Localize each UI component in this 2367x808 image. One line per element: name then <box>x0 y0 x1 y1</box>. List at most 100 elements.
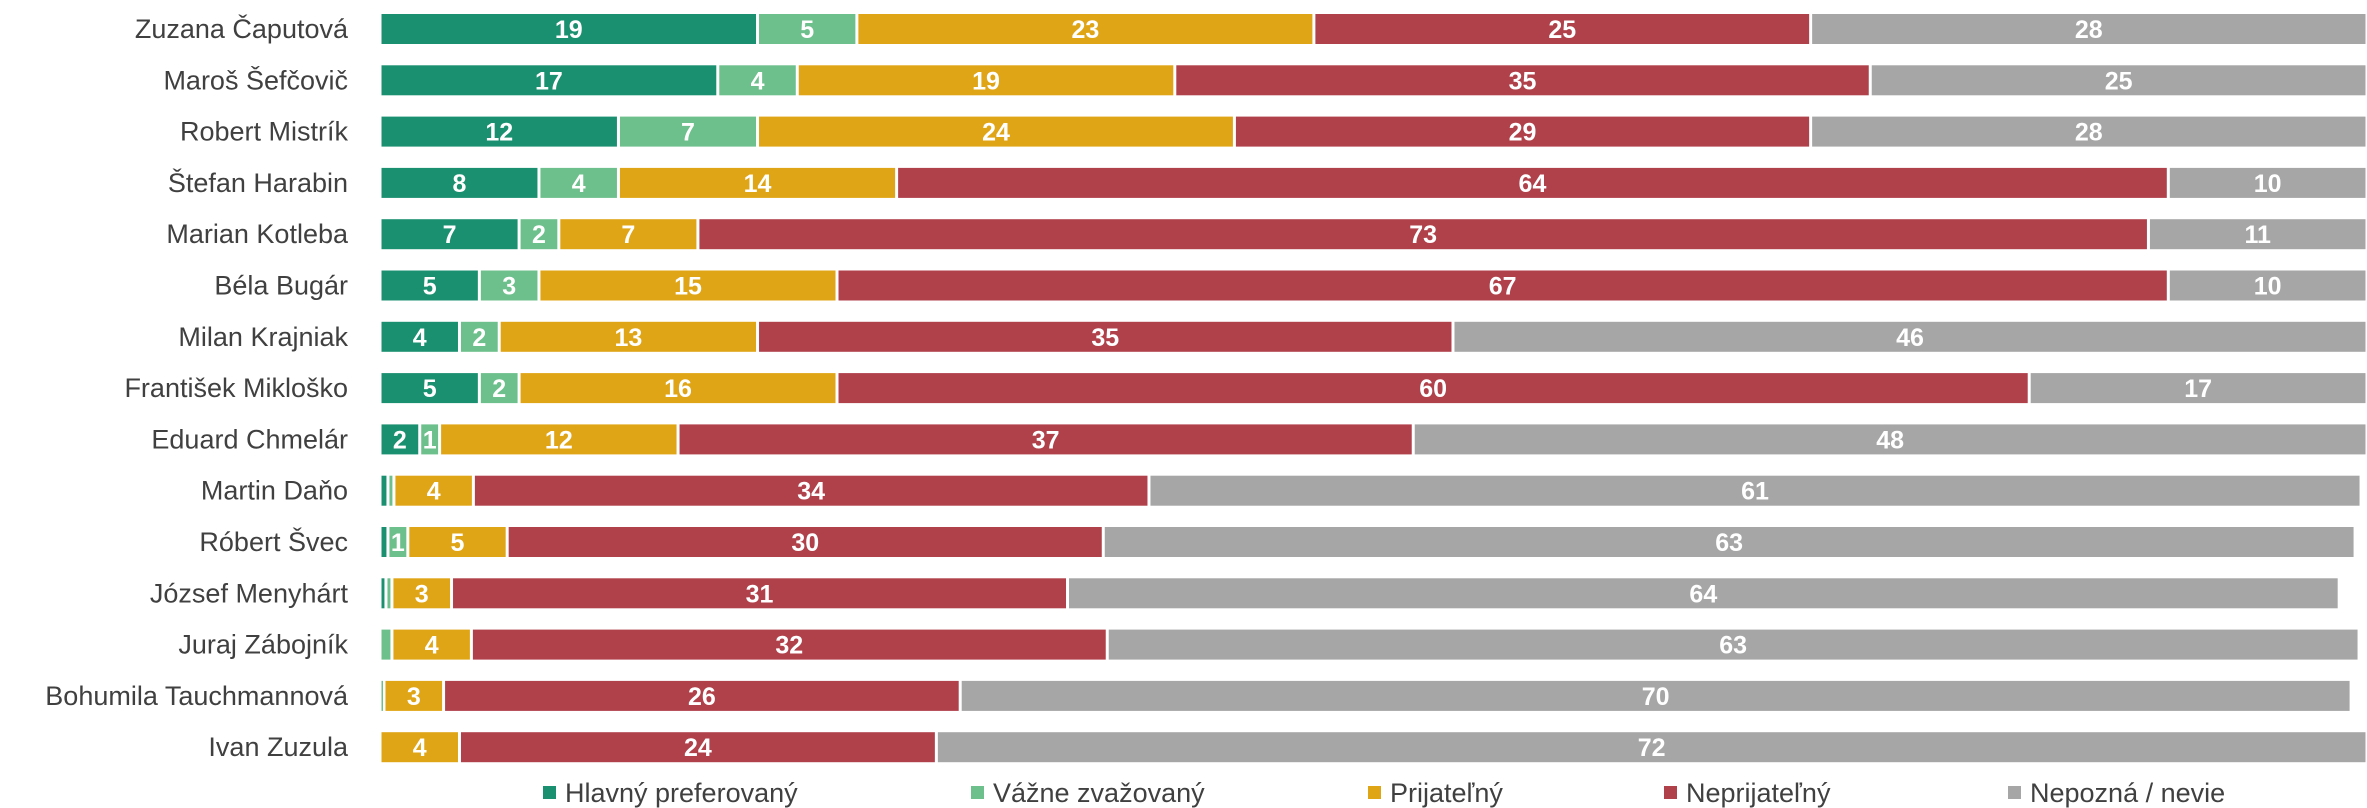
bar-segment <box>937 732 2366 763</box>
bar-segment <box>381 424 419 455</box>
bar-segment <box>1176 65 1869 96</box>
data-label: 46 <box>1896 324 1924 352</box>
data-label: 25 <box>2105 67 2133 95</box>
data-label: 1 <box>391 529 405 557</box>
bar-segment <box>381 167 538 198</box>
data-label: 4 <box>413 324 427 352</box>
data-label: 23 <box>1071 16 1099 44</box>
data-label: 29 <box>1509 119 1537 147</box>
bar-segment <box>2149 219 2366 250</box>
bar-segment <box>619 167 896 198</box>
category-label: József Menyhárt <box>150 578 349 608</box>
data-label: 19 <box>972 67 1000 95</box>
bar-segment <box>759 14 856 44</box>
legend-label: Prijateľný <box>1390 778 1503 808</box>
bar-segment <box>1108 629 2358 660</box>
data-label: 2 <box>393 426 407 454</box>
data-label: 2 <box>472 324 486 352</box>
bar-segment <box>619 116 757 147</box>
data-label: 35 <box>1091 324 1119 352</box>
legend-label: Hlavný preferovaný <box>565 778 798 808</box>
bar-segment <box>1812 14 2366 44</box>
data-label: 67 <box>1489 273 1517 301</box>
bar-segment <box>1235 116 1810 147</box>
data-label: 3 <box>407 683 421 711</box>
bar-segment <box>560 219 697 250</box>
data-label: 34 <box>797 478 825 506</box>
data-label: 11 <box>2245 221 2272 249</box>
data-label: 64 <box>1519 170 1547 198</box>
bar-segment <box>474 475 1148 506</box>
data-label: 16 <box>664 375 692 403</box>
data-label: 4 <box>751 67 765 95</box>
data-label: 12 <box>545 426 573 454</box>
data-label: 28 <box>2075 119 2103 147</box>
bar-segment <box>1104 527 2354 557</box>
bar-segment <box>719 65 796 96</box>
data-label: 5 <box>451 529 465 557</box>
category-label: Robert Mistrík <box>180 117 349 147</box>
bar-segment <box>520 373 836 404</box>
bar-segment <box>1150 475 2360 506</box>
legend-swatch <box>1664 786 1677 799</box>
bar-segment <box>441 424 677 455</box>
bar-segment <box>1454 321 2366 352</box>
data-label: 70 <box>1642 683 1670 711</box>
bar-segment <box>453 578 1066 609</box>
bar-segment <box>460 321 498 352</box>
bar-segment <box>393 629 470 660</box>
data-label: 63 <box>1715 529 1743 557</box>
bar-segment <box>387 578 391 609</box>
bar-segment <box>2169 270 2366 301</box>
legend-swatch <box>2008 786 2021 799</box>
bar-segment <box>1315 14 1810 44</box>
data-label: 48 <box>1876 426 1904 454</box>
bar-segment <box>961 680 2350 711</box>
bar-segment <box>540 167 617 198</box>
bar-segment <box>2030 373 2366 404</box>
category-label: Martin Daňo <box>201 476 348 506</box>
data-label: 7 <box>443 221 457 249</box>
bar-segment <box>759 321 1452 352</box>
data-label: 28 <box>2075 16 2103 44</box>
bar-segment <box>385 680 443 711</box>
data-label: 5 <box>800 16 814 44</box>
data-label: 72 <box>1638 734 1666 762</box>
data-label: 17 <box>2184 375 2212 403</box>
category-label: František Mikloško <box>124 373 348 403</box>
bar-segment <box>393 578 451 609</box>
bar-segment <box>480 270 538 301</box>
data-label: 3 <box>415 580 429 608</box>
category-label: Bohumila Tauchmannová <box>45 681 349 711</box>
data-label: 17 <box>535 67 563 95</box>
bar-segment <box>2169 167 2366 198</box>
bar-segment <box>381 373 478 404</box>
data-label: 31 <box>746 580 774 608</box>
bar-segment <box>381 475 387 506</box>
legend: Hlavný preferovaný Vážne zvažovaný Prijate… <box>543 778 2225 808</box>
data-label: 24 <box>684 734 712 762</box>
bars <box>381 14 2366 763</box>
bar-segment <box>421 424 439 455</box>
bar-segment <box>1871 65 2366 96</box>
bar-segment <box>409 527 506 557</box>
data-label: 61 <box>1741 478 1769 506</box>
category-label: Róbert Švec <box>199 526 348 557</box>
bar-segment <box>480 373 518 404</box>
data-label: 25 <box>1548 16 1576 44</box>
data-label: 4 <box>413 734 427 762</box>
bar-segment <box>381 732 458 763</box>
bar-segment <box>540 270 836 301</box>
legend-swatch <box>1368 786 1381 799</box>
data-label: 37 <box>1032 426 1060 454</box>
category-label: Béla Bugár <box>214 271 348 301</box>
bar-segment <box>838 270 2167 301</box>
data-label: 73 <box>1409 221 1437 249</box>
data-label: 3 <box>502 273 516 301</box>
bar-segment <box>381 629 391 660</box>
legend-label: Vážne zvažovaný <box>993 778 1205 808</box>
data-label: 7 <box>621 221 635 249</box>
data-label: 12 <box>485 119 513 147</box>
bar-segment <box>389 527 407 557</box>
